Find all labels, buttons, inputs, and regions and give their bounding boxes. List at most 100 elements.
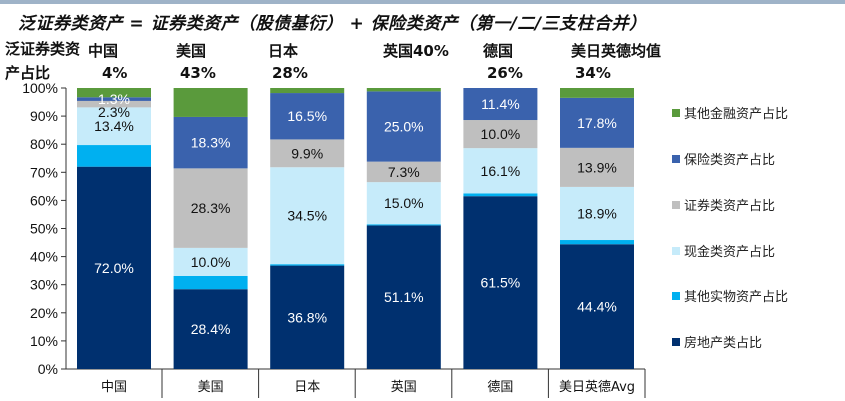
y-tick-label: 60% — [30, 192, 58, 208]
x-tick-label: 中国 — [101, 380, 127, 395]
bar-segment — [173, 275, 248, 290]
y-tick-label: 0% — [38, 361, 58, 377]
header-column-value: 4% — [102, 64, 128, 82]
bar-segment — [463, 196, 538, 369]
x-tick-label: 日本 — [294, 380, 320, 395]
legend-label: 其他金融资产占比 — [684, 106, 788, 122]
bar-segment — [560, 244, 634, 369]
bar-segment — [77, 97, 151, 101]
row-label-line2: 产占比 — [5, 64, 51, 82]
bar-segment — [173, 247, 248, 276]
header-column-value: 28% — [272, 64, 308, 82]
data-label: 44.4% — [577, 299, 617, 315]
legend-swatch — [672, 109, 680, 117]
header-column-name: 中国 — [88, 42, 119, 60]
legend-label: 现金类资产占比 — [684, 244, 775, 260]
data-label: 18.9% — [577, 205, 617, 221]
header-column-name: 德国 — [483, 42, 514, 60]
bar-segment — [366, 225, 441, 369]
bar-segment — [560, 186, 634, 241]
data-label: 25.0% — [384, 118, 424, 134]
bar-segment — [270, 265, 345, 369]
bar-segment — [173, 116, 248, 169]
bar-segment — [463, 148, 538, 194]
header-column-value: 26% — [487, 64, 523, 82]
data-label: 16.1% — [481, 163, 521, 179]
bar-segment — [77, 100, 151, 108]
legend-swatch — [672, 247, 680, 255]
y-tick-label: 100% — [22, 80, 58, 96]
chart-title: 泛证券类资产 = 证券类资产（股债基衍） + 保险类资产（第一/二/三支柱合并） — [18, 14, 647, 34]
data-label: 10.0% — [481, 126, 521, 142]
bar-segment — [560, 147, 634, 187]
data-label: 11.4% — [481, 96, 520, 112]
bar-segment — [270, 167, 345, 265]
x-tick-label: 美日英德Avg — [559, 380, 635, 395]
bar-segment — [173, 88, 248, 117]
bar-segment — [366, 161, 441, 183]
x-tick-label: 美国 — [198, 380, 224, 395]
x-tick-label: 英国 — [391, 380, 417, 395]
data-label: 61.5% — [481, 275, 521, 291]
data-label: 1.3% — [98, 91, 130, 107]
data-label: 51.1% — [384, 289, 424, 305]
y-tick-label: 70% — [30, 164, 58, 180]
y-tick-label: 90% — [30, 108, 58, 124]
header-column-name: 英国40% — [383, 42, 449, 60]
bar-segment — [366, 88, 441, 92]
bar-segment — [560, 240, 634, 245]
bar-segment — [77, 88, 151, 98]
header-column-name: 美日英德均值 — [571, 42, 662, 60]
bar-segment — [77, 145, 151, 167]
bar-segment — [173, 168, 248, 248]
legend-label: 保险类资产占比 — [684, 153, 775, 168]
bar-segment — [560, 97, 634, 148]
y-tick-label: 50% — [30, 221, 58, 237]
legend-swatch — [672, 155, 680, 163]
data-label: 34.5% — [287, 208, 327, 224]
header-column-value: 34% — [575, 64, 611, 82]
bar-segment — [366, 91, 441, 162]
bar-segment — [463, 120, 538, 149]
y-tick-label: 40% — [30, 249, 58, 265]
legend-swatch — [672, 338, 680, 346]
legend-label: 房地产类占比 — [684, 335, 762, 351]
data-label: 72.0% — [94, 260, 134, 276]
bar-segment — [463, 193, 538, 197]
data-label: 28.4% — [191, 321, 231, 337]
y-tick-label: 30% — [30, 277, 58, 293]
header-column-value: 43% — [180, 64, 216, 82]
y-tick-label: 10% — [30, 333, 58, 349]
bar-segment — [366, 182, 441, 225]
legend-swatch — [672, 292, 680, 300]
bar-segment — [77, 107, 151, 146]
bar-segment — [270, 139, 345, 168]
bar-segment — [463, 88, 538, 121]
legend-label: 其他实物资产占比 — [684, 290, 788, 305]
y-tick-label: 80% — [30, 136, 58, 152]
x-tick-label: 德国 — [487, 380, 513, 395]
bar-segment — [560, 88, 634, 98]
data-label: 17.8% — [577, 115, 617, 131]
header-column-name: 美国 — [176, 42, 207, 60]
top-border — [0, 0, 845, 4]
data-label: 2.3% — [98, 104, 130, 120]
bar-segment — [270, 88, 345, 94]
data-label: 16.5% — [287, 108, 327, 124]
data-label: 13.9% — [577, 159, 617, 175]
bar-segment — [366, 224, 441, 226]
data-label: 10.0% — [191, 254, 231, 270]
bar-segment — [77, 166, 151, 369]
bar-segment — [270, 264, 345, 266]
data-label: 18.3% — [191, 135, 231, 151]
data-label: 15.0% — [384, 195, 424, 211]
data-label: 13.4% — [94, 118, 134, 134]
data-label: 9.9% — [291, 145, 323, 161]
legend-swatch — [672, 201, 680, 209]
legend-label: 证券类资产占比 — [684, 198, 775, 214]
row-label-line1: 泛证券类资 — [5, 40, 81, 58]
y-tick-label: 20% — [30, 305, 58, 321]
data-label: 36.8% — [287, 309, 327, 325]
bar-segment — [270, 93, 345, 140]
